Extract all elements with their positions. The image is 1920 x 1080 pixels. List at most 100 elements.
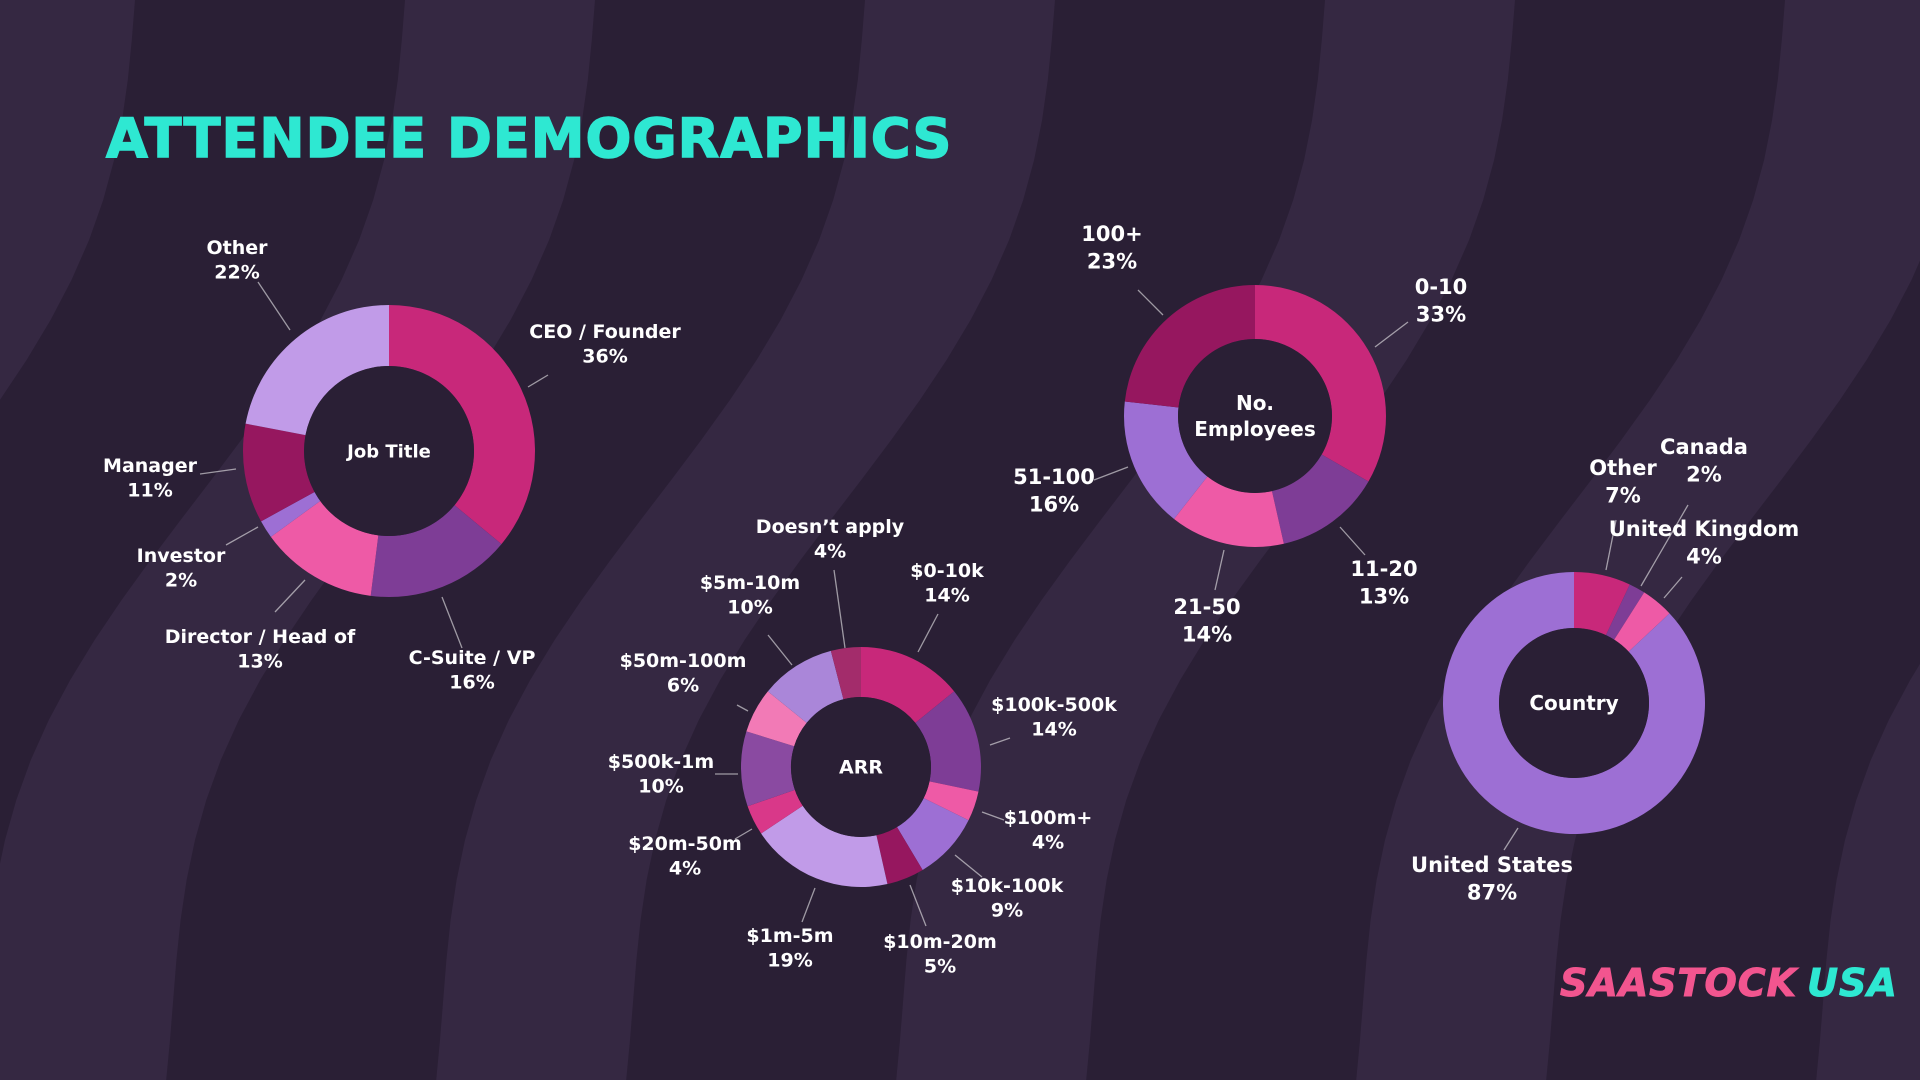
background-wave-band — [896, 0, 1515, 1080]
slice-label-other: Other — [1589, 456, 1657, 480]
slice-value-5m-10m: 10% — [727, 597, 772, 619]
page-title: ATTENDEE DEMOGRAPHICS — [105, 107, 953, 170]
slice-c-suite-vp — [370, 505, 502, 597]
leader-line — [917, 613, 939, 653]
slice-label-other: Other — [206, 237, 268, 259]
slice-other — [1574, 572, 1630, 636]
slice-value-canada: 2% — [1686, 462, 1722, 486]
slice-value-100: 23% — [1087, 249, 1137, 273]
slice-doesn-t-apply — [830, 647, 861, 700]
donut-chart-country: Country Other 7% Canada 2% United Kingdom 4% Un… — [1411, 435, 1799, 904]
slice-value-director-head-of: 13% — [237, 651, 282, 673]
slice-label-0-10k: $0-10k — [910, 560, 984, 582]
slice-label-21-50: 21-50 — [1173, 595, 1240, 619]
slice-value-21-50: 14% — [1182, 622, 1232, 646]
slice-label-investor: Investor — [137, 545, 226, 567]
slice-label-doesn-t-apply: Doesn’t apply — [756, 516, 905, 538]
leader-line — [1663, 576, 1683, 599]
slice-value-51-100: 16% — [1029, 492, 1079, 516]
slice-label-20m-50m: $20m-50m — [628, 833, 742, 855]
slice-100 — [1124, 285, 1255, 408]
slice-label-11-20: 11-20 — [1350, 557, 1417, 581]
slice-label-10k-100k: $10k-100k — [951, 875, 1064, 897]
leader-line — [767, 634, 793, 666]
slice-label-director-head-of: Director / Head of — [165, 626, 356, 648]
slice-value-20m-50m: 4% — [669, 858, 701, 880]
slice-label-5m-10m: $5m-10m — [700, 572, 800, 594]
leader-line — [989, 737, 1011, 746]
slice-value-500k-1m: 10% — [638, 776, 683, 798]
leader-line — [1640, 504, 1689, 587]
logo-primary-text: SAASTOCK — [1559, 961, 1798, 1005]
donut-hole — [1178, 339, 1332, 493]
slice-value-10m-20m: 5% — [924, 956, 956, 978]
background-wave-band — [436, 0, 1055, 1080]
donut-hole — [791, 697, 931, 837]
leader-line — [441, 596, 463, 649]
background-wave-band — [1816, 663, 1920, 1080]
slice-20m-50m — [747, 789, 803, 834]
slice-value-1m-5m: 19% — [767, 950, 812, 972]
donut-center-label: No. — [1236, 391, 1274, 415]
donut-hole — [304, 366, 474, 536]
slice-canada — [1605, 584, 1645, 640]
slice-value-11-20: 13% — [1359, 584, 1409, 608]
leader-line — [736, 704, 749, 712]
slice-ceo-founder — [389, 305, 535, 545]
slice-label-united-states: United States — [1411, 853, 1573, 877]
slice-label-51-100: 51-100 — [1013, 465, 1095, 489]
slice-value-other: 7% — [1605, 483, 1641, 507]
charts-layer: Job Title CEO / Founder 36% C-Suite / VP 16%… — [103, 222, 1799, 978]
slice-value-100k-500k: 14% — [1031, 719, 1076, 741]
slice-united-states — [1442, 572, 1705, 834]
slice-value-10k-100k: 9% — [991, 900, 1023, 922]
slice-manager — [243, 423, 315, 522]
slice-value-other: 22% — [214, 262, 259, 284]
slice-0-10 — [1255, 285, 1386, 482]
donut-center-label: Job Title — [345, 441, 431, 462]
background-wave-band — [0, 0, 135, 400]
slice-other — [245, 305, 389, 436]
slice-21-50 — [1174, 476, 1284, 548]
background-wave-band — [1356, 0, 1920, 1080]
donut-chart-job-title: Job Title CEO / Founder 36% C-Suite / VP 16%… — [103, 237, 681, 694]
slice-100k-500k — [915, 691, 982, 792]
slice-united-kingdom — [1614, 592, 1670, 652]
leader-line — [527, 374, 549, 388]
slice-label-50m-100m: $50m-100m — [620, 650, 747, 672]
slice-value-50m-100m: 6% — [667, 675, 699, 697]
slice-value-0-10k: 14% — [924, 585, 969, 607]
slice-value-0-10: 33% — [1416, 302, 1466, 326]
leader-line — [199, 468, 237, 475]
donut-chart-no-employees: No.Employees 0-10 33% 11-20 13% 21-50 14% 51-10… — [1013, 222, 1467, 646]
slice-value-investor: 2% — [165, 570, 197, 592]
slice-value-ceo-founder: 36% — [582, 346, 627, 368]
leader-line — [954, 854, 983, 878]
slice-director-head-of — [270, 500, 379, 596]
slice-investor — [261, 491, 321, 537]
leader-line — [1137, 289, 1164, 316]
slice-11-20 — [1271, 454, 1369, 544]
slice-value-100m: 4% — [1032, 832, 1064, 854]
slice-0-10k — [861, 647, 955, 723]
slice-label-united-kingdom: United Kingdom — [1609, 517, 1800, 541]
leader-line — [833, 569, 846, 649]
slice-51-100 — [1124, 401, 1208, 519]
slice-label-0-10: 0-10 — [1415, 275, 1468, 299]
donut-center-label: ARR — [839, 757, 883, 779]
slice-100m — [923, 781, 979, 821]
slice-label-100m: $100m+ — [1004, 807, 1093, 829]
leader-line — [1339, 526, 1366, 556]
leader-line — [981, 811, 1005, 821]
slice-value-c-suite-vp: 16% — [449, 672, 494, 694]
slice-1m-5m — [761, 805, 888, 887]
slice-label-canada: Canada — [1660, 435, 1748, 459]
leader-line — [225, 526, 259, 546]
slice-value-united-kingdom: 4% — [1686, 544, 1722, 568]
leader-line — [1503, 827, 1519, 851]
leader-line — [1605, 519, 1617, 571]
slice-label-ceo-founder: CEO / Founder — [529, 321, 681, 343]
slice-label-500k-1m: $500k-1m — [608, 751, 714, 773]
slice-label-c-suite-vp: C-Suite / VP — [409, 647, 536, 669]
